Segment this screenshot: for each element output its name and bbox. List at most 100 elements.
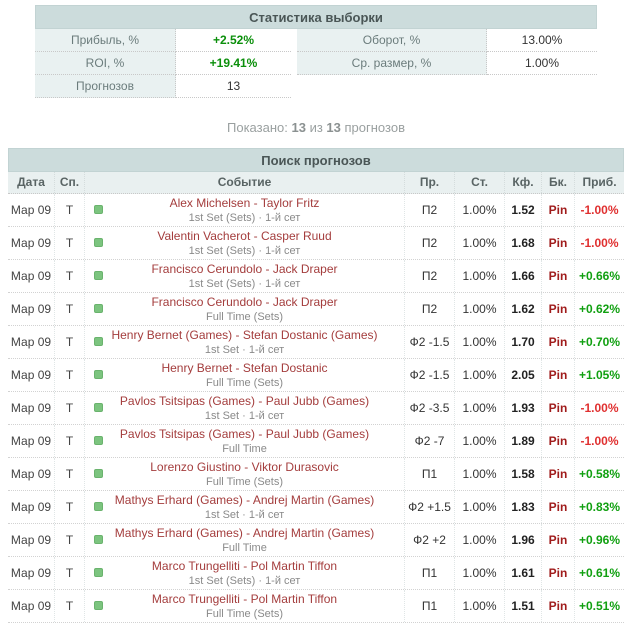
table-row: Мар 09 Т Henry Bernet (Games) - Stefan D… — [8, 326, 624, 359]
row-odds: 1.61 — [505, 557, 542, 589]
row-stake: 1.00% — [455, 590, 505, 622]
stat-label: Ср. размер, % — [297, 52, 487, 75]
bookmaker-link[interactable]: Pin — [548, 533, 568, 547]
bookmaker-link[interactable]: Pin — [548, 500, 568, 514]
event-link[interactable]: Lorenzo Giustino - Viktor Durasovic — [150, 459, 339, 474]
row-odds: 1.83 — [505, 491, 542, 523]
event-link[interactable]: Pavlos Tsitsipas (Games) - Paul Jubb (Ga… — [119, 393, 370, 408]
row-date: Мар 09 — [8, 326, 55, 358]
stat-label: Прибыль, % — [35, 29, 176, 52]
row-odds: 1.52 — [505, 194, 542, 226]
event-link[interactable]: Alex Michelsen - Taylor Fritz — [169, 195, 320, 210]
row-event-cell: Pavlos Tsitsipas (Games) - Paul Jubb (Ga… — [85, 392, 405, 424]
row-bookmaker-cell: Pin — [542, 524, 575, 556]
column-header-date: Дата — [8, 172, 55, 193]
predictions-column-header: Дата Сп. Событие Пр. Ст. Кф. Бк. Приб. — [8, 172, 624, 194]
row-stake: 1.00% — [455, 260, 505, 292]
sport-status-icon — [94, 568, 103, 577]
row-bookmaker-cell: Pin — [542, 491, 575, 523]
table-row: Мар 09 Т Alex Michelsen - Taylor Fritz 1… — [8, 194, 624, 227]
row-profit: +0.66% — [578, 269, 621, 283]
stat-row: Прибыль, % +2.52% — [35, 29, 291, 52]
stat-value: +2.52% — [176, 29, 291, 52]
row-stake: 1.00% — [455, 524, 505, 556]
row-pick: Ф2 -3.5 — [405, 392, 455, 424]
row-odds: 1.70 — [505, 326, 542, 358]
row-pick: Ф2 -1.5 — [405, 359, 455, 391]
column-header-stake: Ст. — [455, 172, 505, 193]
bookmaker-link[interactable]: Pin — [548, 599, 568, 613]
row-stake: 1.00% — [455, 227, 505, 259]
sport-status-icon — [94, 436, 103, 445]
bookmaker-link[interactable]: Pin — [548, 368, 568, 382]
sport-status-icon — [94, 238, 103, 247]
row-bookmaker-cell: Pin — [542, 260, 575, 292]
sport-status-icon — [94, 601, 103, 610]
row-profit: -1.00% — [580, 434, 619, 448]
row-pick: П1 — [405, 557, 455, 589]
event-link[interactable]: Francisco Cerundolo - Jack Draper — [151, 294, 338, 309]
row-event-cell: Henry Bernet (Games) - Stefan Dostanic (… — [85, 326, 405, 358]
bookmaker-link[interactable]: Pin — [548, 401, 568, 415]
row-pick: П2 — [405, 260, 455, 292]
sport-status-icon — [94, 205, 103, 214]
row-date: Мар 09 — [8, 524, 55, 556]
row-stake: 1.00% — [455, 491, 505, 523]
bookmaker-link[interactable]: Pin — [548, 467, 568, 481]
stat-row: Оборот, % 13.00% — [297, 29, 597, 52]
row-date: Мар 09 — [8, 260, 55, 292]
stat-row: Прогнозов 13 — [35, 75, 291, 98]
stat-value: 13 — [176, 75, 291, 98]
row-stake: 1.00% — [455, 557, 505, 589]
column-header-event: Событие — [85, 172, 405, 193]
event-link[interactable]: Pavlos Tsitsipas (Games) - Paul Jubb (Ga… — [119, 426, 370, 441]
bookmaker-link[interactable]: Pin — [548, 203, 568, 217]
row-event-cell: Alex Michelsen - Taylor Fritz 1st Set (S… — [85, 194, 405, 226]
event-link[interactable]: Mathys Erhard (Games) - Andrej Martin (G… — [114, 525, 375, 540]
row-profit: +0.96% — [578, 533, 621, 547]
row-sport: Т — [55, 194, 85, 226]
shown-of-word: из — [309, 120, 323, 135]
row-event-cell: Valentin Vacherot - Casper Ruud 1st Set … — [85, 227, 405, 259]
row-bookmaker-cell: Pin — [542, 293, 575, 325]
sport-status-icon — [94, 403, 103, 412]
event-link[interactable]: Henry Bernet (Games) - Stefan Dostanic (… — [111, 327, 378, 342]
row-date: Мар 09 — [8, 557, 55, 589]
table-row: Мар 09 Т Francisco Cerundolo - Jack Drap… — [8, 293, 624, 326]
sport-status-icon — [94, 337, 103, 346]
bookmaker-link[interactable]: Pin — [548, 434, 568, 448]
row-sport: Т — [55, 491, 85, 523]
event-link[interactable]: Valentin Vacherot - Casper Ruud — [157, 228, 332, 243]
column-header-pick: Пр. — [405, 172, 455, 193]
row-odds: 1.89 — [505, 425, 542, 457]
event-market-detail: Full Time (Sets) — [205, 376, 283, 389]
table-row: Мар 09 Т Pavlos Tsitsipas (Games) - Paul… — [8, 425, 624, 458]
row-odds: 1.51 — [505, 590, 542, 622]
predictions-title: Поиск прогнозов — [8, 148, 624, 172]
row-sport: Т — [55, 425, 85, 457]
bookmaker-link[interactable]: Pin — [548, 566, 568, 580]
row-bookmaker-cell: Pin — [542, 458, 575, 490]
row-profit: -1.00% — [580, 401, 619, 415]
bookmaker-link[interactable]: Pin — [548, 269, 568, 283]
event-link[interactable]: Francisco Cerundolo - Jack Draper — [151, 261, 338, 276]
event-link[interactable]: Marco Trungelliti - Pol Martin Tiffon — [151, 591, 338, 606]
stat-row: Ср. размер, % 1.00% — [297, 52, 597, 75]
row-date: Мар 09 — [8, 491, 55, 523]
row-date: Мар 09 — [8, 227, 55, 259]
bookmaker-link[interactable]: Pin — [548, 335, 568, 349]
row-stake: 1.00% — [455, 458, 505, 490]
row-stake: 1.00% — [455, 194, 505, 226]
row-sport: Т — [55, 392, 85, 424]
bookmaker-link[interactable]: Pin — [548, 302, 568, 316]
row-bookmaker-cell: Pin — [542, 392, 575, 424]
bookmaker-link[interactable]: Pin — [548, 236, 568, 250]
row-profit: +0.62% — [578, 302, 621, 316]
event-link[interactable]: Marco Trungelliti - Pol Martin Tiffon — [151, 558, 338, 573]
row-date: Мар 09 — [8, 590, 55, 622]
row-pick: П1 — [405, 458, 455, 490]
row-pick: Ф2 +1.5 — [405, 491, 455, 523]
shown-prefix: Показано: — [227, 120, 288, 135]
event-link[interactable]: Mathys Erhard (Games) - Andrej Martin (G… — [114, 492, 375, 507]
event-link[interactable]: Henry Bernet - Stefan Dostanic — [161, 360, 328, 375]
